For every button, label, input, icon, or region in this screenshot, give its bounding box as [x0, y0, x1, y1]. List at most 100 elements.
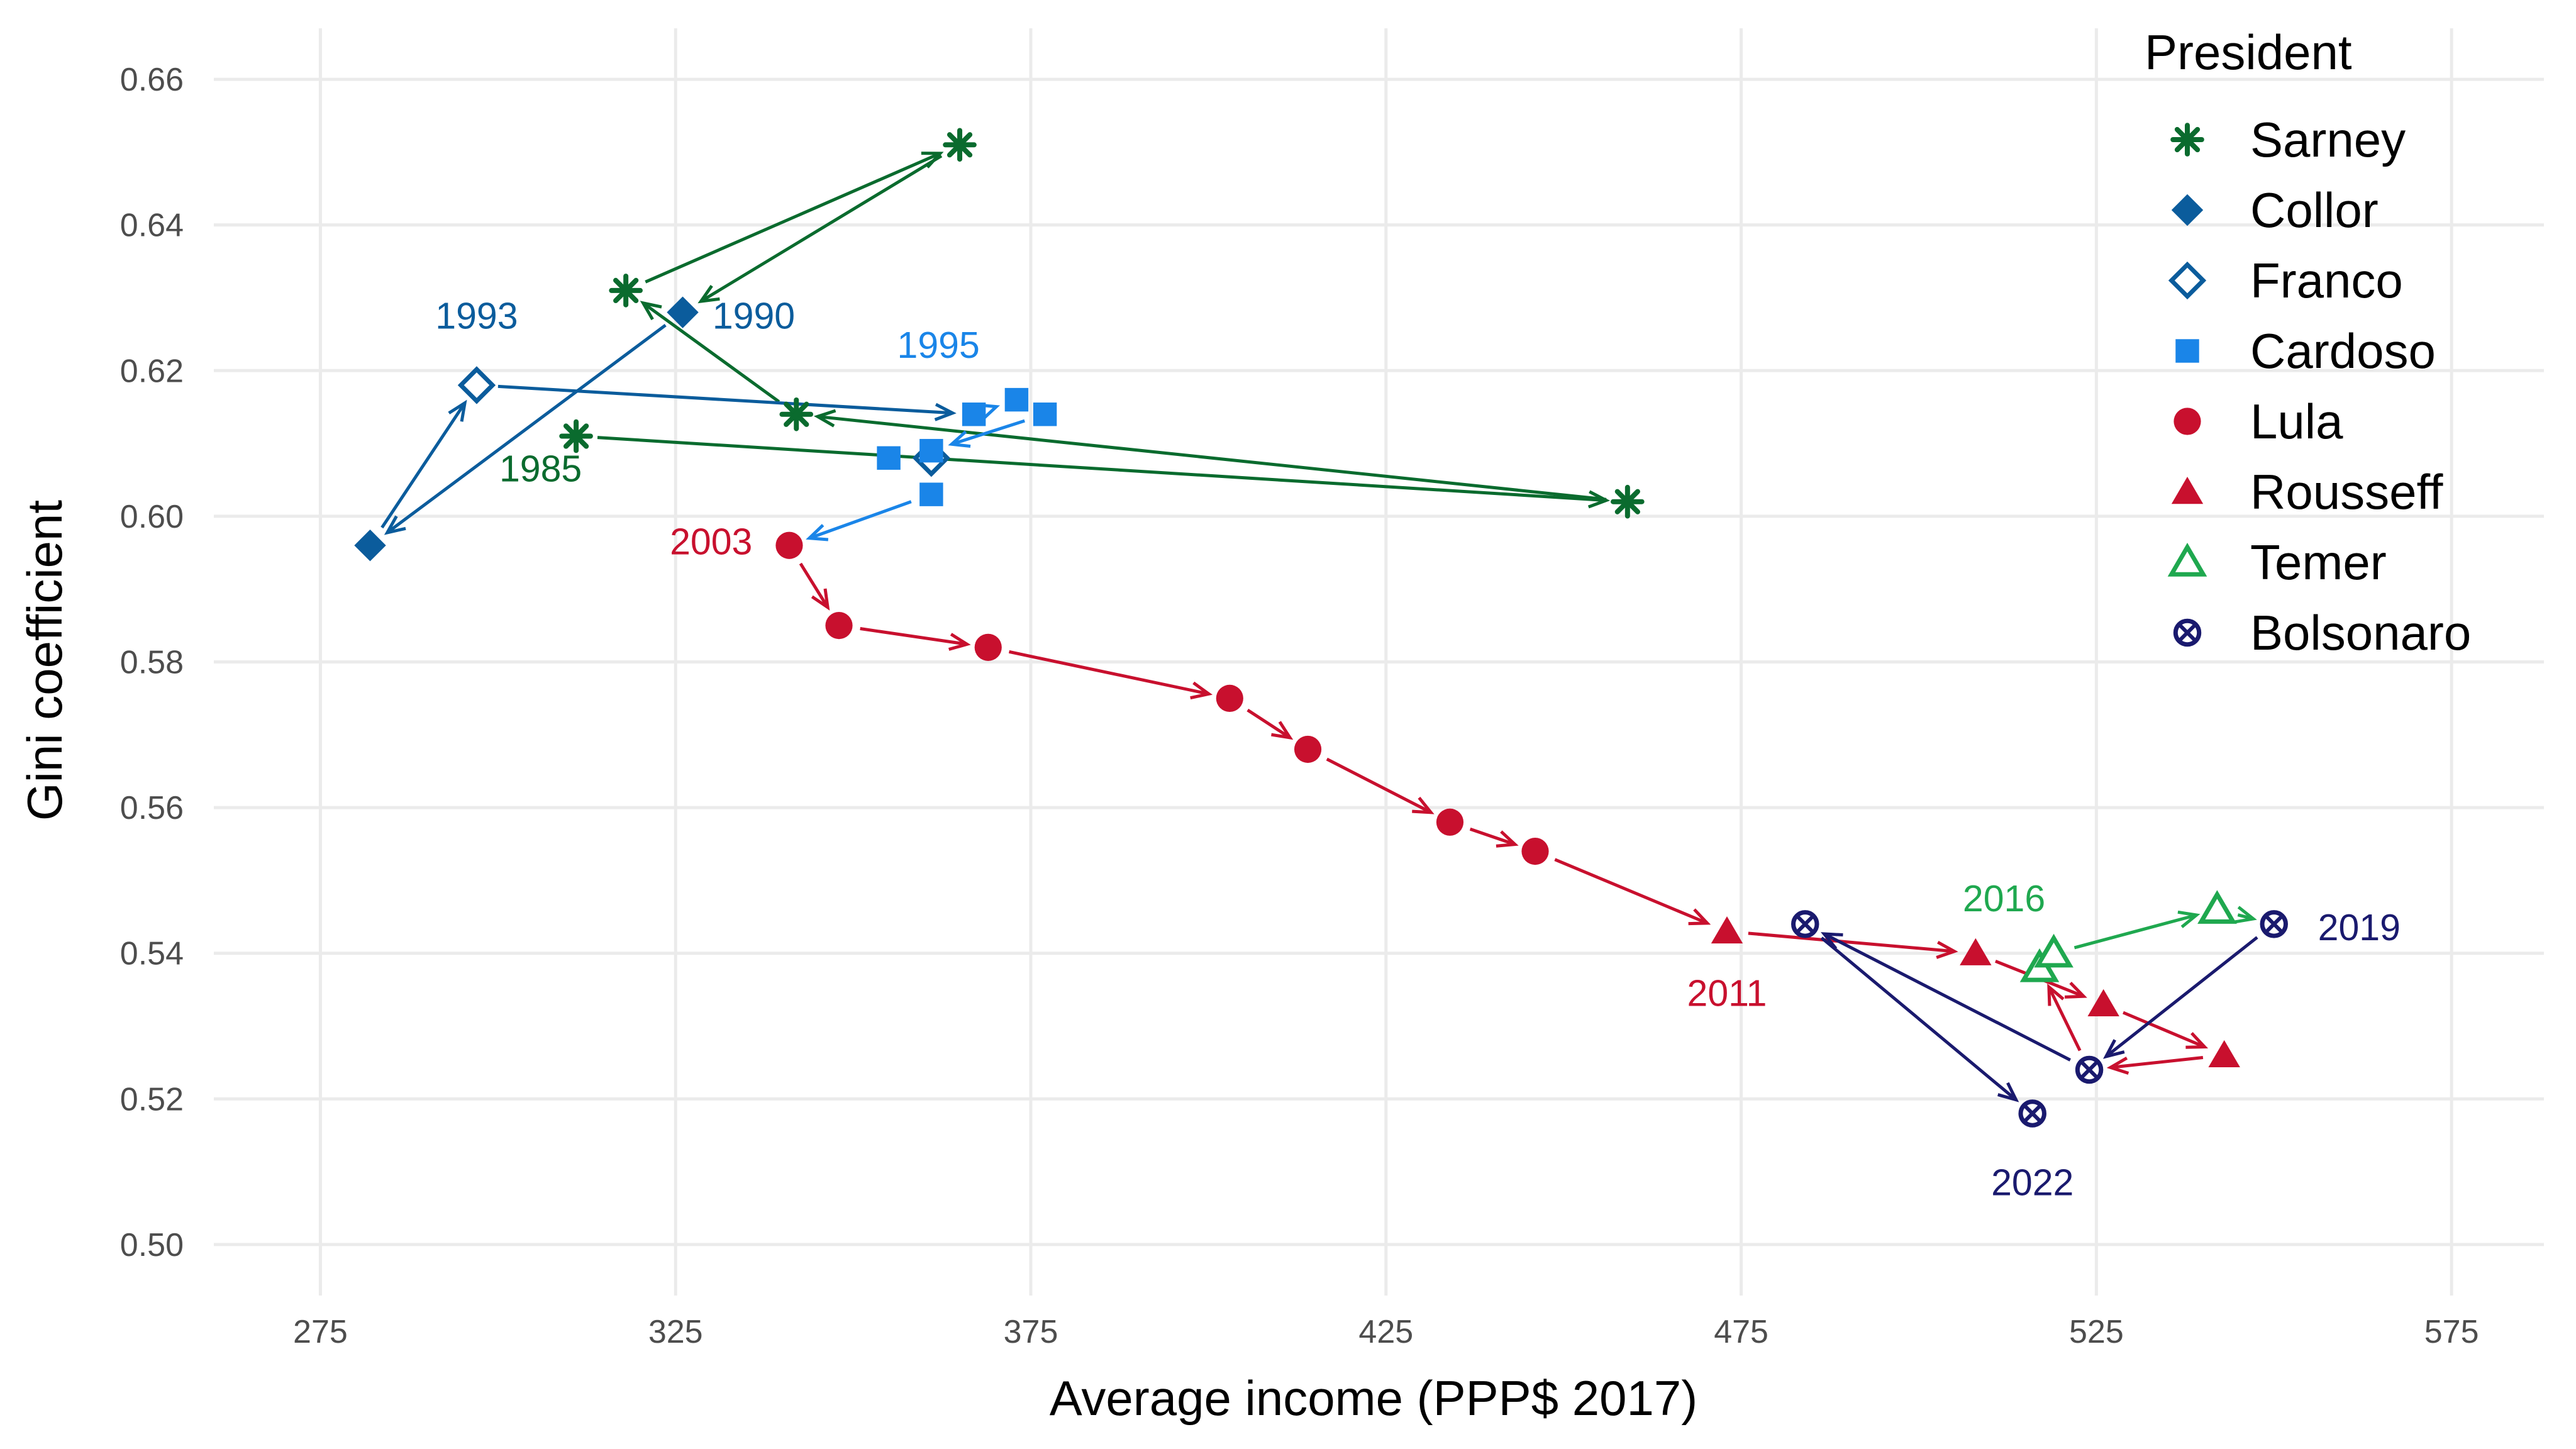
- trajectory-arrow: [2102, 936, 2258, 1059]
- legend-key-collor: [2171, 194, 2204, 226]
- point-rousseff: [2087, 989, 2119, 1016]
- point-cardoso: [1004, 387, 1029, 412]
- trajectory-arrow: [799, 562, 830, 611]
- legend-label: Cardoso: [2250, 323, 2436, 379]
- trajectory-arrow: [813, 409, 1607, 501]
- trajectory-arrow: [860, 627, 971, 651]
- x-tick-label: 575: [2424, 1314, 2479, 1350]
- year-label: 2022: [1991, 1162, 2074, 1204]
- year-label: 1995: [897, 325, 980, 366]
- y-axis-title: Gini coefficient: [17, 500, 72, 821]
- trajectory-arrow: [597, 436, 1611, 509]
- trajectory-arrow: [640, 301, 780, 403]
- trajectory-arrow: [2047, 983, 2082, 1052]
- trajectory-arrow: [2123, 1011, 2209, 1049]
- grid: [214, 28, 2544, 1296]
- point-franco: [457, 366, 496, 404]
- x-tick-label: 425: [1358, 1314, 1413, 1350]
- point-cardoso: [877, 446, 901, 470]
- y-tick-label: 0.50: [120, 1227, 184, 1263]
- legend-label: Collor: [2250, 182, 2379, 238]
- point-temer: [2034, 933, 2074, 968]
- year-label: 2011: [1687, 972, 1767, 1014]
- legend-label: Temer: [2250, 535, 2387, 590]
- trajectory-arrow: [2074, 910, 2201, 950]
- legend-key-cardoso: [2175, 339, 2199, 363]
- year-label: 1985: [499, 448, 582, 490]
- y-tick-label: 0.60: [120, 499, 184, 535]
- point-lula: [1216, 684, 1243, 713]
- year-label: 2019: [2318, 907, 2401, 948]
- legend-key-lula: [2174, 408, 2201, 435]
- y-tick-label: 0.56: [120, 790, 184, 826]
- x-tick-label: 325: [648, 1314, 703, 1350]
- legend-key-temer: [2167, 543, 2207, 577]
- trajectory-arrow: [1469, 827, 1519, 848]
- legend-key-sarney: [2170, 123, 2204, 157]
- y-tick-label: 0.66: [120, 62, 184, 98]
- axes: Average income (PPP$ 2017) Gini coeffici…: [17, 62, 2479, 1426]
- legend-title: President: [2145, 25, 2352, 80]
- point-temer: [2197, 890, 2237, 924]
- point-collor: [354, 530, 386, 562]
- y-tick-label: 0.58: [120, 645, 184, 681]
- legend-label: Lula: [2250, 394, 2343, 449]
- trajectory-arrow: [1821, 932, 2071, 1062]
- point-cardoso: [1033, 402, 1057, 426]
- trajectory-arrow: [1748, 931, 1958, 959]
- y-tick-label: 0.64: [120, 208, 184, 244]
- x-tick-label: 375: [1004, 1314, 1058, 1350]
- y-tick-label: 0.52: [120, 1081, 184, 1118]
- trajectory-arrow: [380, 399, 467, 529]
- point-bolsonaro: [2260, 910, 2288, 938]
- point-lula: [1294, 735, 1322, 763]
- point-bolsonaro: [1791, 910, 1819, 938]
- point-sarney: [943, 128, 977, 162]
- legend-label: Sarney: [2250, 112, 2406, 167]
- trajectory-arrow: [497, 384, 957, 421]
- legend-label: Rousseff: [2250, 464, 2443, 519]
- x-tick-label: 525: [2069, 1314, 2124, 1350]
- x-tick-label: 275: [293, 1314, 348, 1350]
- x-tick-label: 475: [1714, 1314, 1768, 1350]
- trajectory-arrows: [380, 152, 2258, 1102]
- year-annotations: 1985 1990 1993 1995 2003 2011 2016 2019 2022: [435, 295, 2401, 1203]
- legend-label: Bolsonaro: [2250, 605, 2471, 660]
- point-cardoso: [919, 438, 943, 463]
- legend-key-bolsonaro: [2173, 618, 2202, 647]
- point-rousseff: [2208, 1040, 2240, 1068]
- legend: President Sarney Collor Franco Cardoso Lula R…: [2145, 25, 2471, 660]
- legend-label: Franco: [2250, 253, 2403, 308]
- point-sarney: [609, 274, 643, 308]
- point-lula: [974, 633, 1002, 661]
- point-rousseff: [1711, 916, 1743, 944]
- point-bolsonaro: [2018, 1099, 2046, 1128]
- trajectory-arrow: [1326, 757, 1435, 814]
- trajectory-arrow: [1246, 708, 1294, 740]
- point-cardoso: [919, 482, 943, 506]
- point-bolsonaro: [2075, 1055, 2104, 1084]
- year-label: 1993: [435, 295, 518, 336]
- point-lula: [1436, 808, 1464, 836]
- point-sarney: [1611, 484, 1645, 519]
- legend-key-rousseff: [2171, 477, 2204, 504]
- point-collor: [667, 296, 699, 328]
- trajectory-arrow: [1554, 858, 1711, 926]
- point-sarney: [779, 397, 814, 431]
- trajectory-arrow: [948, 419, 1025, 448]
- point-lula: [1521, 837, 1549, 865]
- trajectory-arrow: [384, 323, 667, 535]
- trajectory-arrow: [1008, 650, 1213, 700]
- legend-key-franco: [2168, 261, 2207, 300]
- y-tick-label: 0.62: [120, 353, 184, 389]
- data-points: [354, 128, 2288, 1128]
- point-lula: [775, 531, 803, 559]
- trajectory-arrow: [2234, 906, 2257, 924]
- year-label: 2003: [670, 521, 752, 562]
- trajectory-arrow: [697, 154, 943, 304]
- trajectory-arrow: [645, 152, 944, 284]
- point-cardoso: [962, 402, 986, 426]
- point-sarney: [559, 419, 593, 453]
- trajectory-arrow: [2106, 1056, 2204, 1075]
